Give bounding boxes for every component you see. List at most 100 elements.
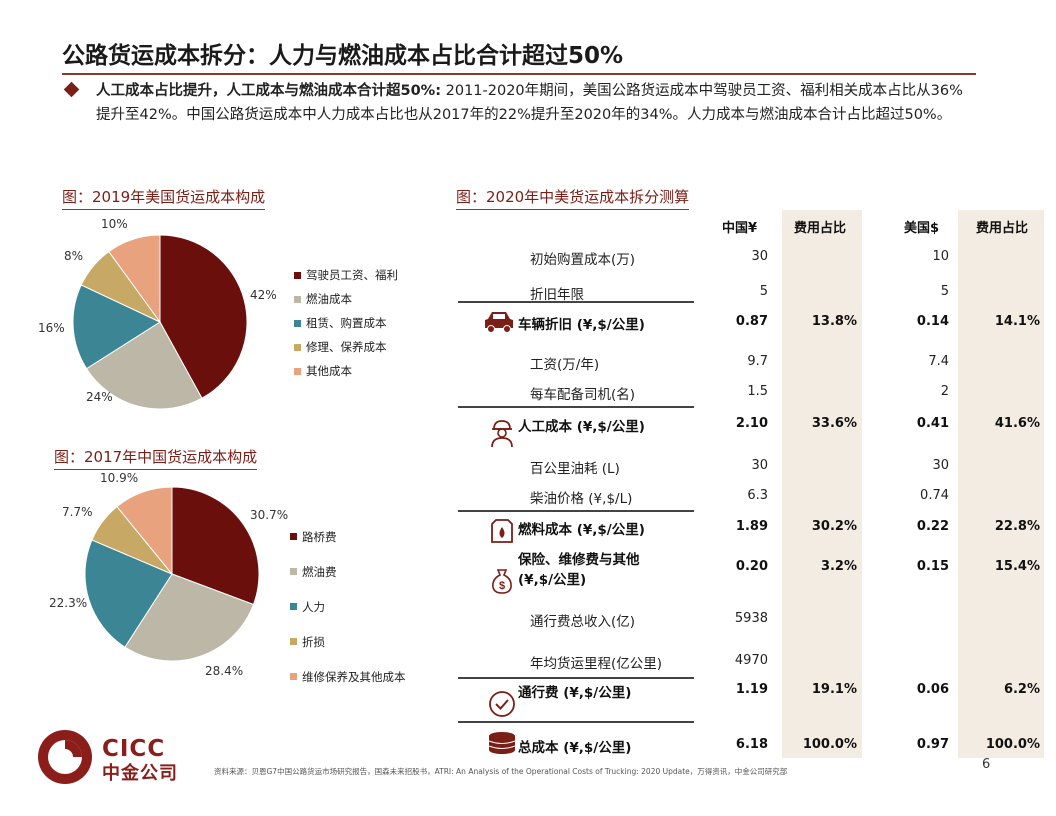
legend-label: 修理、保养成本 bbox=[306, 340, 387, 354]
legend-label: 维修保养及其他成本 bbox=[302, 669, 406, 684]
table-cell-us: 0.14 bbox=[916, 314, 949, 329]
table-row-label: 百公里油耗 (L) bbox=[530, 461, 620, 477]
cn-pie-slices bbox=[84, 486, 260, 662]
table-row-label: 每车配备司机(名) bbox=[530, 387, 636, 403]
table-row-label: 折旧年限 bbox=[530, 287, 584, 303]
pie-slice-2 bbox=[72, 284, 162, 370]
table-row-label: 工资(万/年) bbox=[530, 357, 600, 373]
table-cell-cn-share: 33.6% bbox=[811, 416, 857, 431]
cn-legend-item: 燃油费 bbox=[290, 554, 406, 589]
pie-slice-1 bbox=[124, 573, 255, 662]
col-head-cn-share: 费用占比 bbox=[794, 221, 847, 236]
cicc-logo-text: CICC bbox=[102, 736, 166, 762]
table-cell-cn: 1.89 bbox=[735, 519, 768, 534]
pie-slice-2 bbox=[84, 539, 173, 648]
coin-stack-icon bbox=[488, 732, 516, 754]
us-pie-slices bbox=[72, 234, 248, 410]
pie-slice-0 bbox=[159, 234, 248, 399]
table-cell-cn: 6.3 bbox=[747, 488, 768, 503]
cn-pie-label-2: 22.3% bbox=[49, 596, 88, 610]
table-title: 图：2020年中美货运成本拆分测算 bbox=[456, 186, 690, 210]
legend-label: 驾驶员工资、福利 bbox=[306, 268, 398, 282]
legend-swatch bbox=[290, 673, 297, 680]
cn-pie-legend: 路桥费 燃油费 人力 折损 维修保养及其他成本 bbox=[290, 519, 406, 694]
legend-swatch bbox=[290, 568, 297, 575]
table-row-label: 总成本 (¥,$/公里) bbox=[518, 740, 632, 756]
table-cell-cn-share: 30.2% bbox=[811, 519, 857, 534]
us-pie-label-2: 16% bbox=[38, 321, 65, 335]
legend-label: 人力 bbox=[302, 599, 325, 614]
us-legend-item: 其他成本 bbox=[294, 359, 398, 383]
cicc-logo-cn-text: 中金公司 bbox=[102, 763, 178, 784]
table-cell-us: 10 bbox=[932, 249, 949, 264]
table-row-label: 人工成本 (¥,$/公里) bbox=[518, 419, 645, 435]
truck-icon bbox=[485, 312, 513, 333]
cn-pie-label-3: 7.7% bbox=[62, 505, 93, 519]
table-cell-us: 30 bbox=[932, 458, 949, 473]
worker-icon bbox=[491, 420, 513, 448]
table-cell-cn: 5 bbox=[759, 284, 768, 299]
table-cell-us: 0.97 bbox=[916, 737, 949, 752]
cn-pie-label-0: 30.7% bbox=[250, 508, 289, 522]
us-pie-chart bbox=[72, 234, 248, 410]
table-cell-us-share: 6.2% bbox=[1003, 682, 1040, 697]
table-cell-us: 0.22 bbox=[916, 519, 949, 534]
table-row-label: 通行费总收入(亿) bbox=[530, 614, 636, 630]
table-rule bbox=[458, 406, 694, 408]
table-row-label: 初始购置成本(万) bbox=[530, 252, 636, 268]
table-cell-us-share: 100.0% bbox=[985, 737, 1040, 752]
table-row-label: 柴油价格 (¥,$/L) bbox=[530, 491, 633, 507]
intro-paragraph: 人工成本占比提升，人工成本与燃油成本合计超50%: 2011-2020年期间，美… bbox=[96, 79, 966, 127]
pie-slice-4 bbox=[108, 234, 161, 324]
table-row-label: 燃料成本 (¥,$/公里) bbox=[518, 522, 645, 538]
legend-label: 路桥费 bbox=[302, 529, 337, 544]
us-pie-title: 图：2019年美国货运成本构成 bbox=[62, 186, 266, 210]
table-rule bbox=[458, 301, 694, 303]
cn-pie-title: 图：2017年中国货运成本构成 bbox=[54, 446, 258, 470]
us-pie-label-3: 8% bbox=[64, 249, 84, 263]
table-cell-us-share: 14.1% bbox=[994, 314, 1040, 329]
cn-legend-item: 路桥费 bbox=[290, 519, 406, 554]
cn-pie-label-1: 28.4% bbox=[205, 664, 244, 678]
us-share-column-shade bbox=[958, 210, 1044, 758]
table-cell-cn-share: 3.2% bbox=[820, 559, 857, 574]
pie-slice-0 bbox=[171, 486, 260, 606]
col-head-us: 美国$ bbox=[904, 221, 940, 236]
legend-swatch bbox=[294, 295, 301, 303]
table-cell-cn: 30 bbox=[751, 458, 768, 473]
table-rule bbox=[458, 721, 694, 723]
table-cell-cn: 30 bbox=[751, 249, 768, 264]
table-cell-cn: 5938 bbox=[734, 611, 768, 626]
table-cell-us: 5 bbox=[940, 284, 949, 299]
table-row-label: 车辆折旧 (¥,$/公里) bbox=[518, 317, 645, 333]
us-pie-legend: 驾驶员工资、福利 燃油成本 租赁、购置成本 修理、保养成本 其他成本 bbox=[294, 263, 398, 383]
svg-text:$: $ bbox=[499, 580, 505, 592]
table-cell-cn: 9.7 bbox=[747, 354, 768, 369]
table-cell-us: 0.41 bbox=[916, 416, 949, 431]
check-circle-icon bbox=[489, 691, 515, 717]
table-cell-us: 0.06 bbox=[916, 682, 949, 697]
table-cell-cn: 2.10 bbox=[735, 416, 768, 431]
cicc-logo-icon bbox=[38, 730, 92, 784]
table-row-label: 年均货运里程(亿公里) bbox=[530, 656, 663, 672]
us-legend-item: 修理、保养成本 bbox=[294, 335, 398, 359]
us-legend-item: 燃油成本 bbox=[294, 287, 398, 311]
legend-swatch bbox=[290, 533, 297, 540]
cn-pie-chart bbox=[84, 486, 260, 662]
table-cell-cn: 6.18 bbox=[735, 737, 768, 752]
us-legend-item: 驾驶员工资、福利 bbox=[294, 263, 398, 287]
intro-lead: 人工成本占比提升，人工成本与燃油成本合计超50%: bbox=[96, 83, 442, 99]
table-cell-cn: 1.5 bbox=[747, 384, 768, 399]
table-cell-us-share: 15.4% bbox=[994, 559, 1040, 574]
pie-slice-1 bbox=[85, 321, 203, 410]
legend-swatch bbox=[294, 319, 301, 327]
table-cell-cn: 0.20 bbox=[735, 559, 768, 574]
legend-swatch bbox=[290, 603, 297, 610]
intro-body: 2011-2020年期间，美国公路货运成本中驾驶员工资、福利相关成本占比从36%… bbox=[96, 83, 963, 123]
table-rule bbox=[458, 510, 694, 512]
table-cell-us: 2 bbox=[940, 384, 949, 399]
cn-share-column-shade bbox=[782, 210, 862, 758]
table-cell-cn-share: 100.0% bbox=[802, 737, 857, 752]
cn-legend-item: 折损 bbox=[290, 624, 406, 659]
table-cell-cn-share: 13.8% bbox=[811, 314, 857, 329]
